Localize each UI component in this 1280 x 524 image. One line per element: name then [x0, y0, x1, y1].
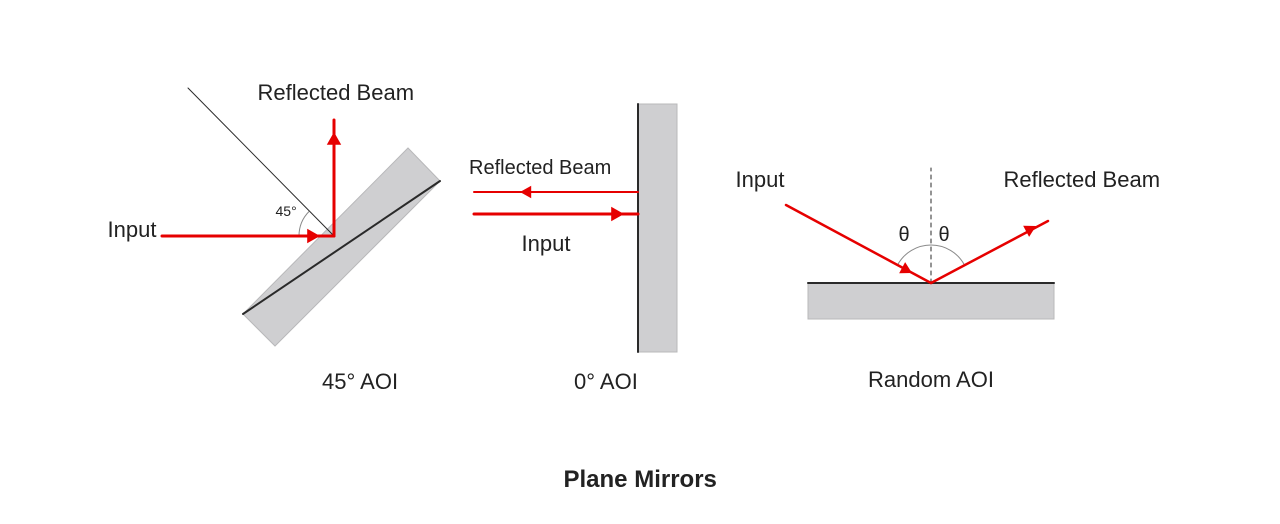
- label-random-theta-right: θ: [939, 224, 950, 247]
- label-random-theta-left: θ: [899, 224, 910, 247]
- caption-0-aoi: 0° AOI: [574, 369, 638, 395]
- label-random-input: Input: [736, 167, 785, 193]
- caption-45-aoi: 45° AOI: [322, 369, 398, 395]
- diagram-svg: [0, 0, 1280, 524]
- diagram-title: Plane Mirrors: [564, 466, 717, 494]
- diagram-stage: Plane Mirrors 45° AOI Input Reflected Be…: [0, 0, 1280, 524]
- label-45-input: Input: [108, 217, 157, 243]
- label-random-reflected: Reflected Beam: [1004, 167, 1161, 193]
- caption-random-aoi: Random AOI: [868, 367, 994, 393]
- label-45-angle: 45°: [276, 203, 297, 219]
- label-0-reflected: Reflected Beam: [469, 157, 611, 180]
- label-0-input: Input: [522, 231, 571, 257]
- label-45-reflected: Reflected Beam: [258, 80, 415, 106]
